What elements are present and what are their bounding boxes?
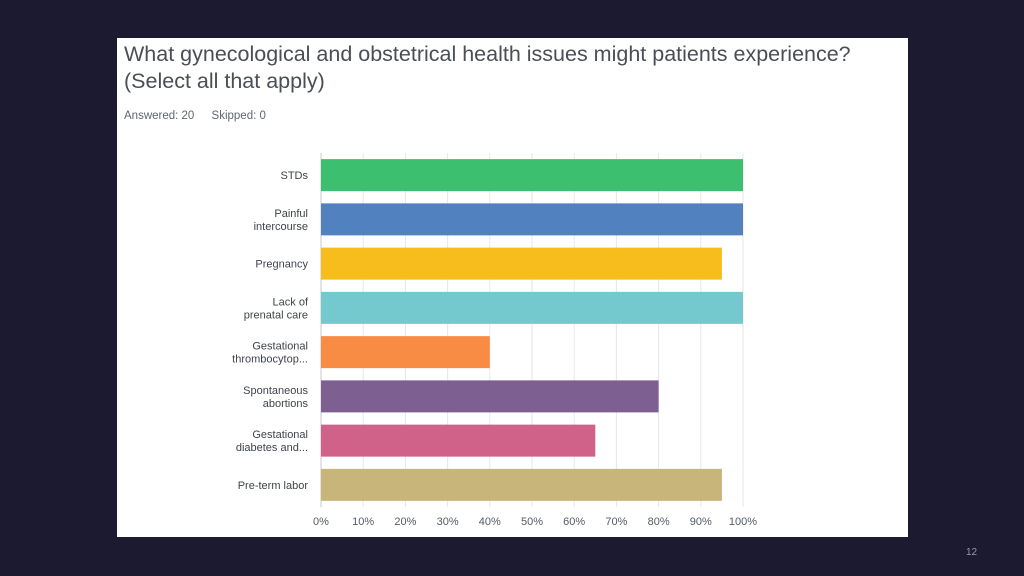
bar xyxy=(321,203,743,236)
bar xyxy=(321,380,659,413)
bar xyxy=(321,247,722,280)
x-tick-label: 80% xyxy=(648,516,670,528)
response-summary: Answered: 20 Skipped: 0 xyxy=(124,110,266,122)
category-label: STDs xyxy=(281,170,309,182)
x-tick-label: 50% xyxy=(521,516,543,528)
x-tick-label: 40% xyxy=(479,516,501,528)
bar xyxy=(321,159,743,192)
category-label: Pregnancy xyxy=(255,259,308,271)
page-number: 12 xyxy=(966,547,978,558)
bar xyxy=(321,424,596,457)
bar xyxy=(321,468,722,501)
bar xyxy=(321,336,490,369)
x-tick-label: 90% xyxy=(690,516,712,528)
answered-count: Answered: 20 xyxy=(124,110,195,122)
x-tick-label: 30% xyxy=(437,516,459,528)
x-tick-label: 100% xyxy=(729,516,757,528)
survey-slide: What gynecological and obstetrical healt… xyxy=(117,38,908,537)
x-tick-label: 20% xyxy=(394,516,416,528)
x-tick-label: 70% xyxy=(605,516,627,528)
x-tick-label: 10% xyxy=(352,516,374,528)
bar-chart: 0% 10% 20% 30% 40% 50% 60% 70% 80% 90% 100% STDs Pai… xyxy=(232,153,757,528)
category-label: Lack of prenatal care xyxy=(244,296,309,321)
x-tick-label: 60% xyxy=(563,516,585,528)
category-label: Gestational thrombocytop... xyxy=(232,341,308,366)
skipped-count: Skipped: 0 xyxy=(211,110,266,122)
bar xyxy=(321,291,743,324)
category-label: Pre-term labor xyxy=(238,480,309,492)
category-label: Gestational diabetes and... xyxy=(236,429,308,454)
category-label: Spontaneous abortions xyxy=(243,385,308,410)
question-title: What gynecological and obstetrical healt… xyxy=(124,42,851,93)
x-tick-label: 0% xyxy=(313,516,329,528)
category-label: Painful intercourse xyxy=(254,208,308,233)
